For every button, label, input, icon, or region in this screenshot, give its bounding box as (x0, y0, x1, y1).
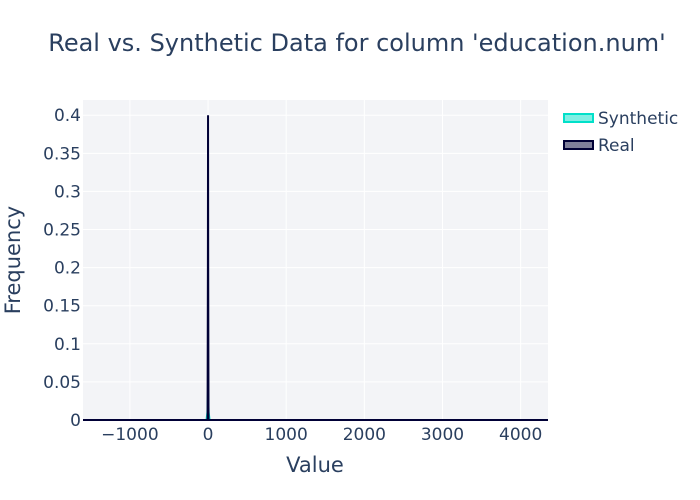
legend-swatch (563, 140, 594, 150)
x-tick-label: 3000 (421, 425, 464, 445)
y-tick-label: 0.35 (43, 144, 81, 164)
plot-area (83, 100, 548, 420)
y-tick-label: 0.1 (54, 335, 81, 355)
y-tick-label: 0.2 (54, 259, 81, 279)
chart-title: Real vs. Synthetic Data for column 'educ… (48, 29, 666, 57)
y-tick-label: 0.3 (54, 182, 81, 202)
legend-item-synthetic[interactable]: Synthetic (563, 109, 678, 129)
x-tick-label: 2000 (343, 425, 386, 445)
grid (83, 100, 548, 421)
series-line-real (83, 115, 548, 421)
x-axis-title: Value (286, 453, 344, 477)
series-layer (83, 115, 548, 421)
x-tick-label: 4000 (499, 425, 542, 445)
y-axis-ticks: 0 0.05 0.1 0.15 0.2 0.25 0.3 0.35 0.4 (43, 106, 81, 431)
y-tick-label: 0.4 (54, 106, 81, 126)
y-tick-label: 0.25 (43, 221, 81, 241)
x-tick-label: −1000 (101, 425, 159, 445)
x-tick-label: 0 (203, 425, 214, 445)
legend-item-real[interactable]: Real (563, 136, 635, 156)
legend-label: Synthetic (598, 109, 678, 129)
x-tick-label: 1000 (265, 425, 308, 445)
y-axis-title: Frequency (1, 206, 25, 315)
y-tick-label: 0.15 (43, 297, 81, 317)
y-tick-label: 0.05 (43, 373, 81, 393)
legend-swatch (563, 113, 594, 123)
legend-label: Real (598, 136, 635, 156)
x-axis-ticks: −1000 0 1000 2000 3000 4000 (101, 425, 542, 445)
legend[interactable]: Synthetic Real (563, 109, 678, 156)
y-tick-label: 0 (70, 411, 81, 431)
